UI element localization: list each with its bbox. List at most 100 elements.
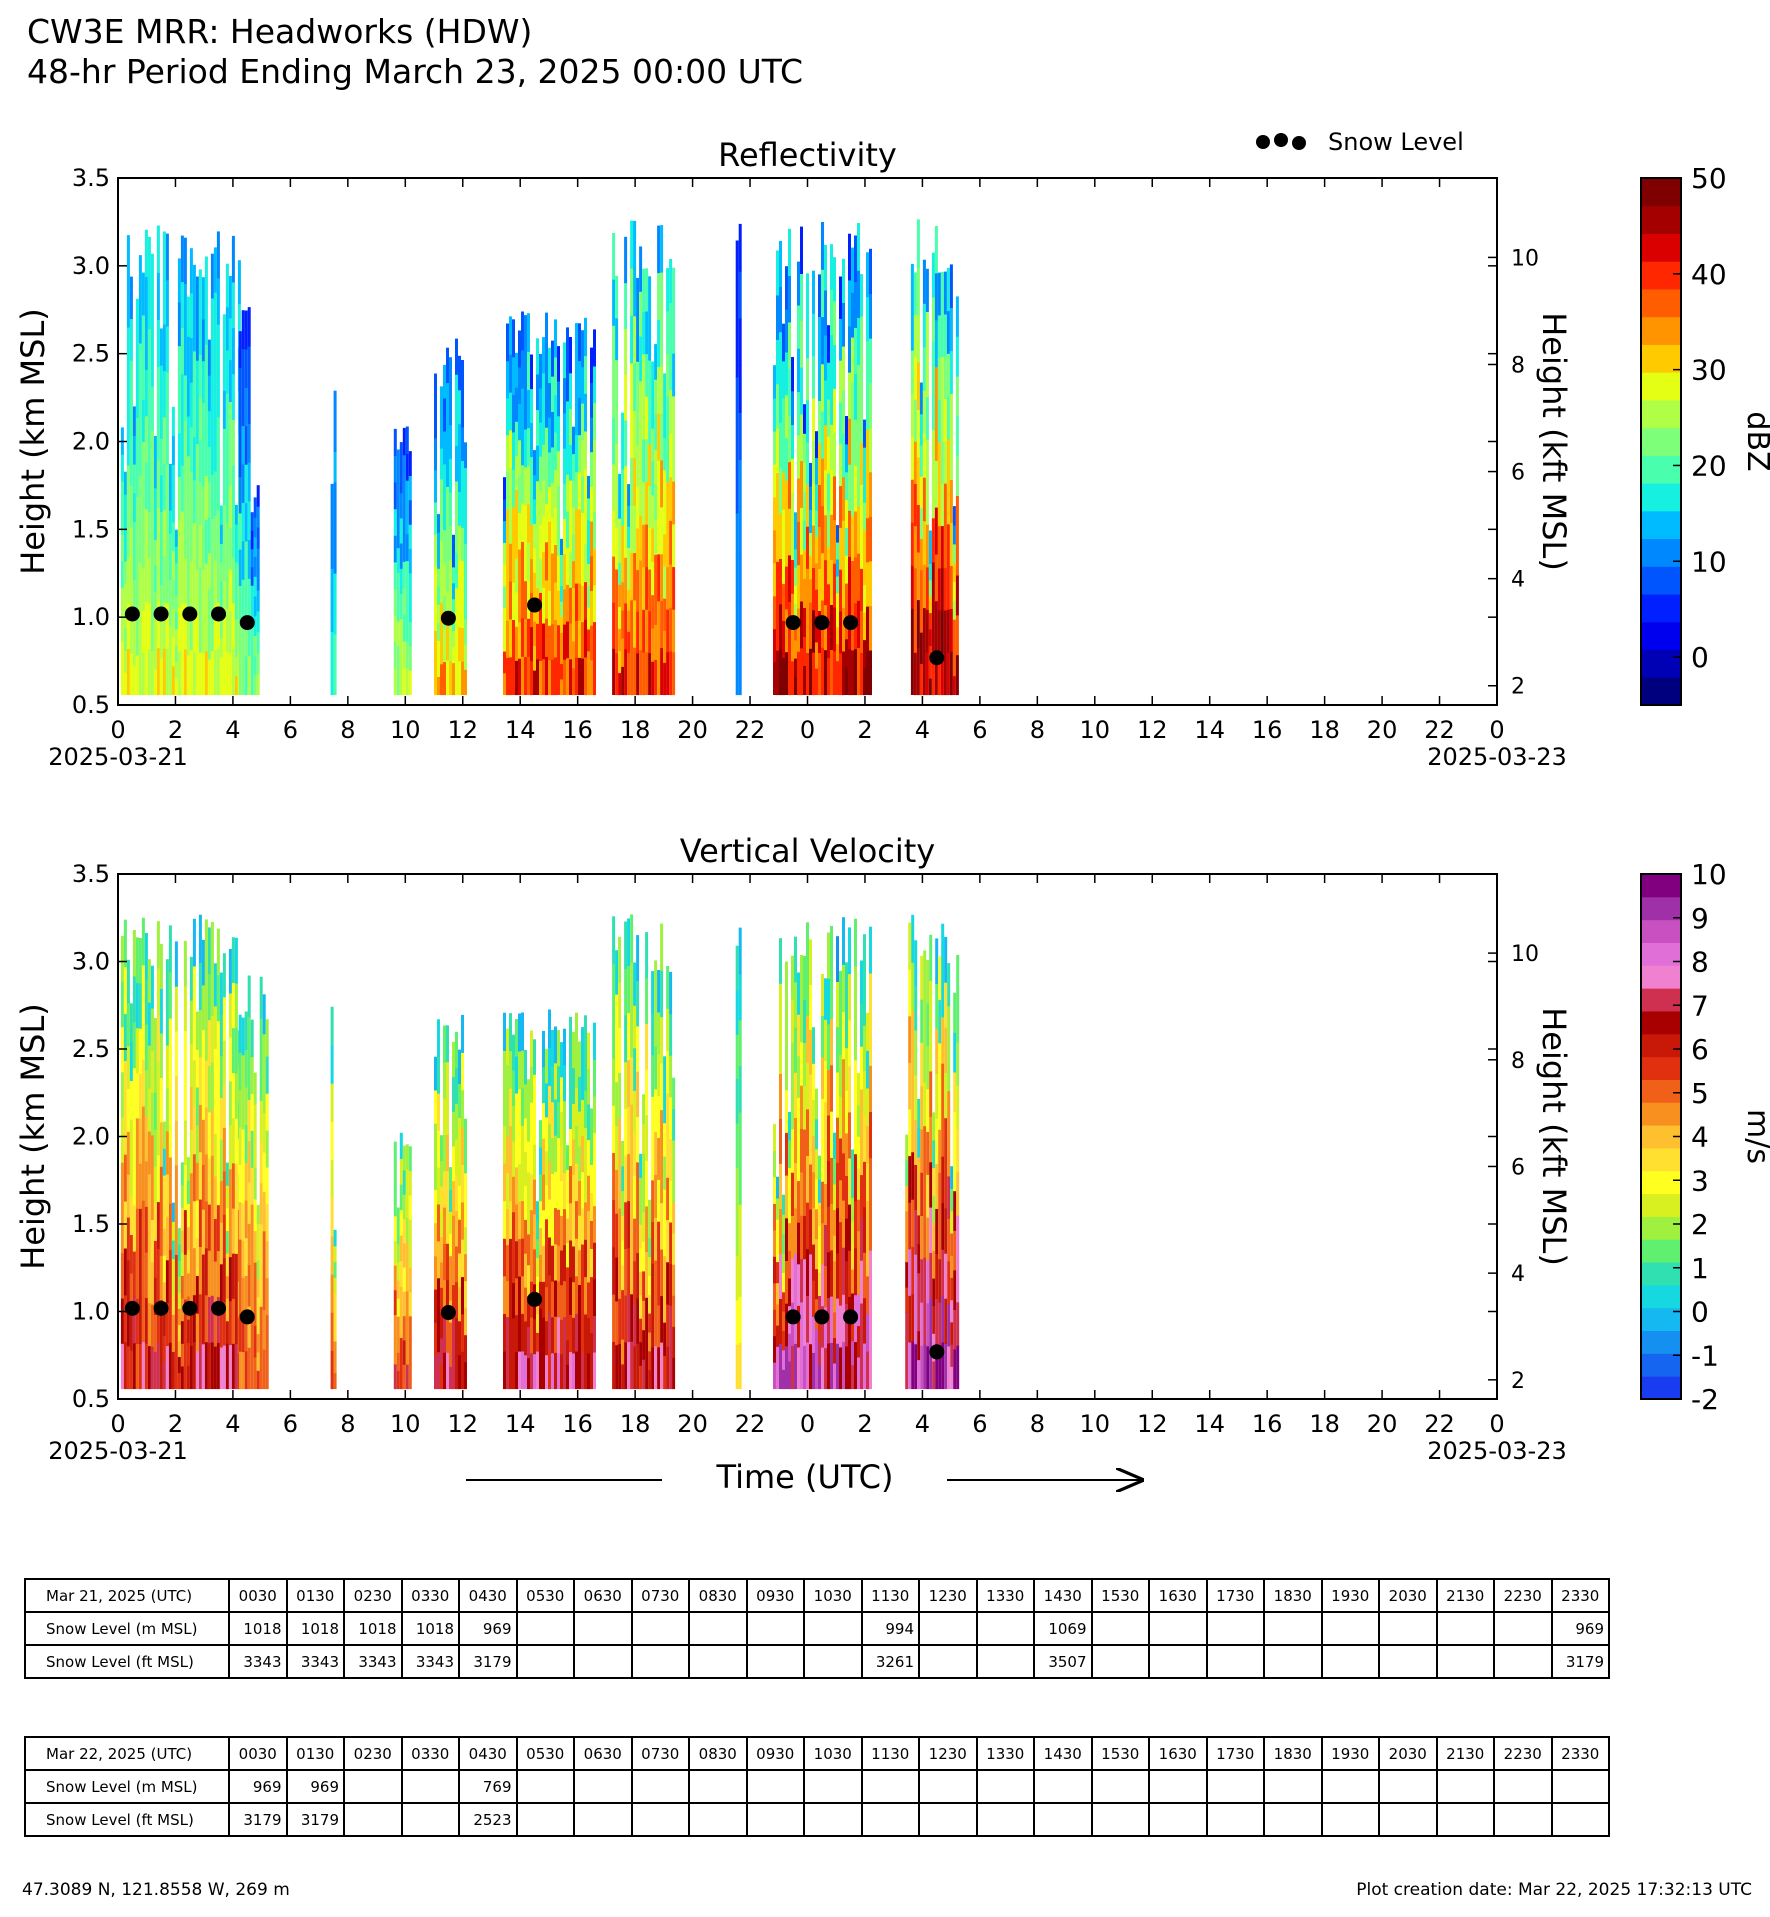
echo-streak — [434, 469, 437, 503]
echo-streak — [848, 1157, 851, 1205]
echo-streak — [162, 1148, 166, 1176]
echo-streak — [630, 504, 634, 553]
echo-streak — [660, 600, 664, 649]
echo-streak — [396, 1261, 400, 1281]
echo-streak — [654, 344, 658, 380]
colorbar-tick-label: 30 — [1691, 354, 1727, 387]
echo-streak — [183, 1209, 187, 1255]
echo-streak — [648, 318, 652, 361]
echo-streak — [633, 1090, 637, 1134]
table-value-cell — [1550, 1802, 1610, 1837]
echo-streak — [461, 1014, 464, 1053]
echo-streak — [845, 1260, 848, 1304]
echo-streak — [569, 1165, 572, 1204]
echo-streak — [156, 1201, 160, 1249]
echo-streak — [809, 486, 812, 510]
echo-streak — [575, 434, 578, 473]
echo-streak — [633, 1303, 637, 1347]
table-value-cell — [975, 1611, 1035, 1646]
echo-streak — [642, 1123, 646, 1154]
echo-streak — [926, 1217, 930, 1261]
echo-streak — [247, 1140, 251, 1183]
echo-streak — [557, 1281, 560, 1318]
echo-streak — [244, 617, 248, 657]
echo-streak — [842, 1058, 845, 1107]
echo-streak — [396, 1352, 400, 1371]
echo-streak — [839, 443, 842, 487]
echo-streak — [521, 388, 524, 427]
echo-streak — [624, 282, 628, 329]
echo-streak — [168, 486, 172, 511]
x-tick-label: 20 — [1367, 1410, 1398, 1438]
echo-streak — [854, 1012, 857, 1061]
echo-streak — [916, 266, 920, 315]
echo-streak — [524, 1286, 527, 1322]
echo-streak — [672, 566, 676, 610]
echo-streak — [587, 628, 590, 652]
echo-streak — [153, 1018, 157, 1056]
echo-streak — [265, 1203, 269, 1242]
echo-streak — [630, 1293, 634, 1342]
colorbar-tick-label: 4 — [1691, 1121, 1709, 1154]
echo-streak — [833, 519, 836, 564]
echo-streak — [180, 648, 184, 696]
echo-streak — [159, 548, 163, 586]
echo-streak — [408, 645, 412, 671]
echo-streak — [402, 1339, 406, 1365]
echo-streak — [434, 598, 437, 631]
echo-streak — [123, 1247, 127, 1296]
echo-streak — [138, 650, 142, 695]
echo-streak — [937, 272, 941, 316]
echo-streak — [657, 1346, 661, 1390]
echo-streak — [393, 1240, 397, 1266]
echo-streak — [563, 342, 566, 379]
echo-streak — [135, 1343, 139, 1390]
echo-streak — [869, 1019, 872, 1066]
echo-streak — [845, 527, 848, 556]
echo-streak — [797, 651, 800, 696]
echo-streak — [551, 659, 554, 696]
echo-streak — [845, 1047, 848, 1091]
echo-streak — [506, 509, 509, 547]
echo-streak — [827, 620, 830, 659]
echo-streak — [533, 450, 536, 476]
echo-streak — [135, 615, 139, 656]
echo-streak — [672, 1171, 676, 1203]
echo-streak — [234, 542, 238, 563]
echo-streak — [210, 1155, 214, 1203]
echo-streak — [788, 1139, 791, 1168]
echo-streak — [449, 1255, 452, 1279]
echo-streak — [512, 1105, 515, 1142]
echo-streak — [651, 361, 655, 396]
echo-streak — [402, 561, 406, 589]
echo-streak — [408, 572, 412, 598]
echo-streak — [330, 1121, 334, 1161]
echo-streak — [956, 1085, 960, 1129]
echo-streak — [839, 1096, 842, 1139]
echo-streak — [618, 1207, 622, 1254]
echo-streak — [866, 340, 869, 386]
echo-streak — [159, 1121, 163, 1167]
echo-streak — [262, 1349, 266, 1390]
echo-streak — [627, 568, 631, 590]
echo-streak — [854, 510, 857, 558]
echo-streak — [129, 1311, 133, 1351]
echo-streak — [773, 431, 776, 465]
echo-streak — [542, 623, 545, 660]
echo-streak — [393, 428, 397, 457]
echo-streak — [521, 1238, 524, 1277]
table-value-cell: 969 — [458, 1611, 518, 1646]
echo-streak — [642, 439, 646, 483]
echo-streak — [509, 1050, 512, 1089]
echo-streak — [144, 1069, 148, 1116]
echo-streak — [627, 1200, 631, 1249]
echo-streak — [393, 1314, 397, 1340]
echo-streak — [919, 413, 923, 446]
x-date-start: 2025-03-21 — [48, 1437, 187, 1465]
echo-streak — [545, 618, 548, 657]
echo-streak — [869, 427, 872, 473]
echo-streak — [506, 1280, 509, 1318]
echo-streak — [153, 461, 157, 489]
echo-streak — [171, 1314, 175, 1334]
echo-streak — [669, 1180, 673, 1223]
